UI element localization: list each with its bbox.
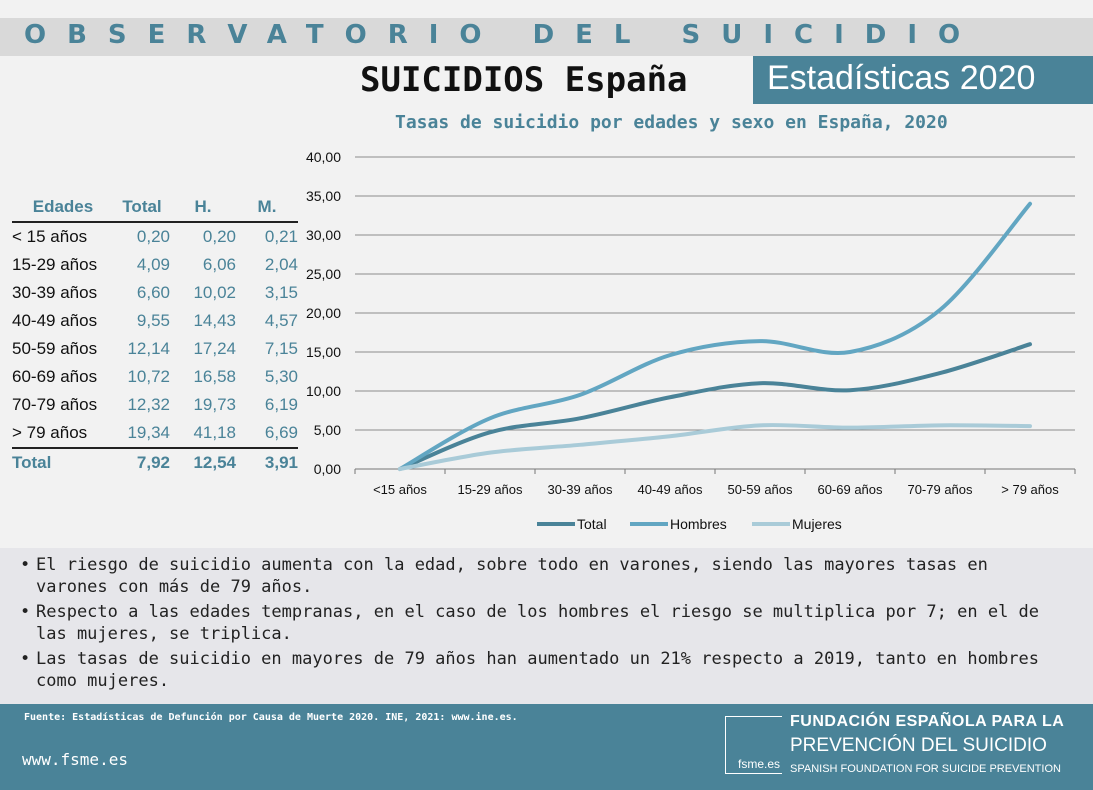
age-cell: 70-79 años xyxy=(12,395,98,414)
rate-cell: 0,20 xyxy=(136,227,170,246)
age-cell: < 15 años xyxy=(12,227,88,246)
y-tick-label: 40,00 xyxy=(306,149,341,165)
fsme-logo: fsme.es xyxy=(725,716,782,774)
rate-cell: 10,72 xyxy=(127,367,170,386)
rate-cell: 10,02 xyxy=(193,283,236,302)
series-line-hombres xyxy=(398,201,1032,471)
chart-title: Tasas de suicidio por edades y sexo en E… xyxy=(395,112,948,133)
rate-cell: 6,60 xyxy=(136,283,170,302)
total-cell: Total xyxy=(12,453,52,472)
note: El riesgo de suicidio aumenta con la eda… xyxy=(20,554,1066,598)
rate-cell: 4,09 xyxy=(136,255,170,274)
legend-label: Mujeres xyxy=(792,516,842,532)
age-cell: 50-59 años xyxy=(12,339,98,358)
legend-label: Hombres xyxy=(670,516,727,532)
table-row: < 15 años 0,20 0,20 0,21 xyxy=(12,222,298,251)
header-band xyxy=(0,18,1093,56)
x-tick-label: 30-39 años xyxy=(547,482,613,497)
x-tick-label: 70-79 años xyxy=(907,482,973,497)
rate-cell: 12,14 xyxy=(127,339,170,358)
foundation-name-2: PREVENCIÓN DEL SUICIDIO xyxy=(790,735,1047,756)
total-cell: 3,91 xyxy=(264,453,298,472)
series-line-total xyxy=(398,342,1032,471)
table-row: 70-79 años 12,32 19,73 6,19 xyxy=(12,391,298,419)
y-tick-label: 15,00 xyxy=(306,344,341,360)
col-header: Edades xyxy=(12,193,114,223)
page-title: SUICIDIOS España xyxy=(360,60,688,100)
table-row: 15-29 años 4,09 6,06 2,04 xyxy=(12,251,298,279)
rate-cell: 17,24 xyxy=(193,339,236,358)
y-tick-label: 10,00 xyxy=(306,383,341,399)
rate-cell: 0,20 xyxy=(202,227,236,246)
y-tick-label: 30,00 xyxy=(306,227,341,243)
rate-cell: 3,15 xyxy=(264,283,298,302)
rate-cell: 7,15 xyxy=(264,339,298,358)
rate-cell: 2,04 xyxy=(264,255,298,274)
table-row: 30-39 años 6,60 10,02 3,15 xyxy=(12,279,298,307)
total-row: Total 7,92 12,54 3,91 xyxy=(12,448,298,477)
x-tick-label: 50-59 años xyxy=(727,482,793,497)
note: Las tasas de suicidio en mayores de 79 a… xyxy=(20,648,1066,692)
rate-cell: 6,19 xyxy=(264,395,298,414)
y-tick-label: 35,00 xyxy=(306,188,341,204)
col-header: Total xyxy=(114,193,170,223)
table-row: 60-69 años 10,72 16,58 5,30 xyxy=(12,363,298,391)
age-cell: 15-29 años xyxy=(12,255,98,274)
y-tick-label: 5,00 xyxy=(314,422,341,438)
notes-panel: El riesgo de suicidio aumenta con la eda… xyxy=(0,548,1093,704)
foundation-name-en: SPANISH FOUNDATION FOR SUICIDE PREVENTIO… xyxy=(790,763,1061,775)
y-tick-label: 20,00 xyxy=(306,305,341,321)
rate-cell: 6,06 xyxy=(202,255,236,274)
org-title: OBSERVATORIO DEL SUICIDIO xyxy=(24,20,982,50)
rate-cell: 19,73 xyxy=(193,395,236,414)
year-badge: Estadísticas 2020 xyxy=(753,56,1093,104)
x-tick-label: 60-69 años xyxy=(817,482,883,497)
col-header: H. xyxy=(170,193,236,223)
foundation-name: FUNDACIÓN ESPAÑOLA PARA LA xyxy=(790,713,1065,730)
age-cell: 40-49 años xyxy=(12,311,98,330)
x-tick-label: > 79 años xyxy=(1001,482,1059,497)
series-line-mujeres xyxy=(398,423,1032,471)
x-tick-label: 15-29 años xyxy=(457,482,523,497)
total-cell: 7,92 xyxy=(136,453,170,472)
table-row: 50-59 años 12,14 17,24 7,15 xyxy=(12,335,298,363)
rate-cell: 6,69 xyxy=(236,419,298,449)
footer: Fuente: Estadísticas de Defunción por Ca… xyxy=(0,704,1093,790)
line-chart: 0,00 5,00 10,00 15,00 20,00 25,00 30,00 35,00 40… xyxy=(306,149,1076,532)
y-tick-label: 0,00 xyxy=(314,461,341,477)
rate-cell: 5,30 xyxy=(264,367,298,386)
table-row: 40-49 años 9,55 14,43 4,57 xyxy=(12,307,298,335)
total-cell: 12,54 xyxy=(193,453,236,472)
rate-cell: 16,58 xyxy=(193,367,236,386)
rate-cell: 19,34 xyxy=(114,419,170,449)
legend-label: Total xyxy=(577,516,607,532)
source-text: Fuente: Estadísticas de Defunción por Ca… xyxy=(24,712,518,723)
col-header: M. xyxy=(236,193,298,223)
age-cell: 30-39 años xyxy=(12,283,98,302)
rate-cell: 9,55 xyxy=(136,311,170,330)
rates-table: Edades Total H. M. < 15 años 0,20 0,20 0,21… xyxy=(12,193,298,477)
rate-cell: 41,18 xyxy=(170,419,236,449)
x-tick-label: <15 años xyxy=(373,482,427,497)
website-link[interactable]: www.fsme.es xyxy=(22,750,128,769)
table-row: > 79 años 19,34 41,18 6,69 xyxy=(12,419,298,449)
rate-cell: 12,32 xyxy=(127,395,170,414)
rate-cell: 0,21 xyxy=(264,227,298,246)
y-tick-label: 25,00 xyxy=(306,266,341,282)
x-tick-label: 40-49 años xyxy=(637,482,703,497)
rate-cell: 4,57 xyxy=(264,311,298,330)
rate-cell: 14,43 xyxy=(193,311,236,330)
age-cell: 60-69 años xyxy=(12,367,98,386)
note: Respecto a las edades tempranas, en el c… xyxy=(20,601,1066,645)
age-cell: > 79 años xyxy=(12,419,114,449)
